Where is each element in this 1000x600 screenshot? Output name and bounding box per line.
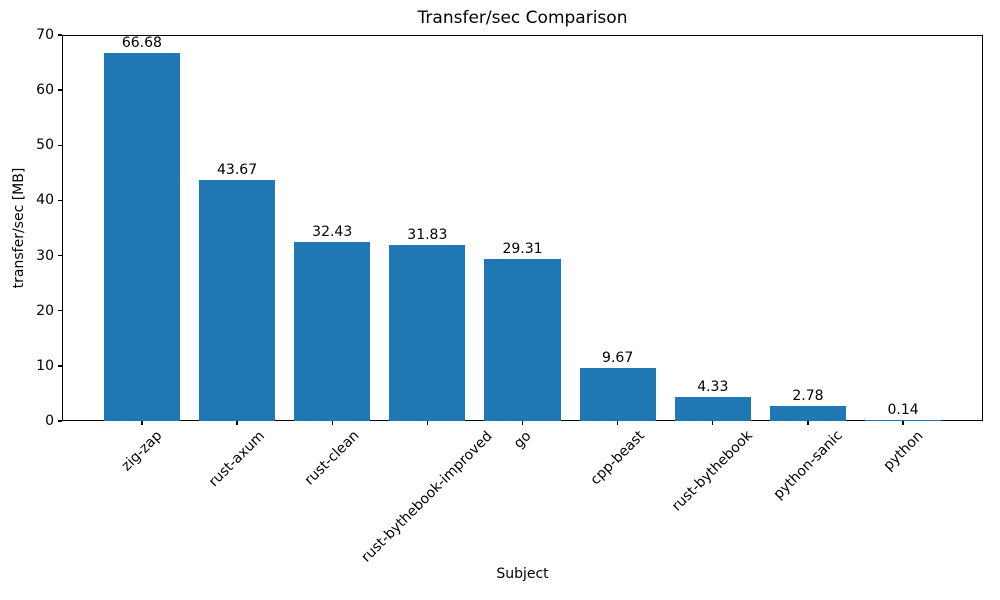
x-axis-tick xyxy=(521,421,524,425)
x-axis-tick xyxy=(236,421,238,425)
y-axis-tick-label: 0 xyxy=(45,413,54,429)
bar xyxy=(579,367,656,421)
bar-value-label: 4.33 xyxy=(697,379,729,396)
y-axis-tick xyxy=(58,420,62,422)
chart-title: Transfer/sec Comparison xyxy=(417,8,628,28)
x-axis-tick-label: rust-clean xyxy=(301,427,363,489)
x-axis-tick-label: rust-axum xyxy=(205,428,269,491)
x-axis-tick xyxy=(712,421,714,425)
x-axis-tick xyxy=(141,421,143,425)
bar-value-label: 0.14 xyxy=(887,402,919,419)
y-axis-tick-label: 20 xyxy=(36,302,54,319)
y-axis-tick-label: 10 xyxy=(36,357,54,374)
y-axis-tick xyxy=(58,365,62,367)
y-axis-tick xyxy=(58,34,62,36)
bar-value-label: 2.78 xyxy=(792,387,824,404)
x-axis-tick-label: python-sanic xyxy=(770,427,846,504)
y-axis-tick-label: 70 xyxy=(36,27,54,43)
x-axis-tick-label: go xyxy=(510,427,535,452)
x-axis-tick-label: cpp-beast xyxy=(587,427,649,489)
y-axis-tick xyxy=(58,144,62,146)
bar xyxy=(484,259,561,421)
x-axis-tick xyxy=(426,421,428,425)
bar xyxy=(199,180,276,421)
bar-value-label: 32.43 xyxy=(312,224,353,241)
y-axis-tick xyxy=(58,310,62,312)
y-axis-tick-label: 40 xyxy=(36,192,54,209)
bar xyxy=(769,405,846,421)
x-axis-tick xyxy=(807,421,809,425)
y-axis-label: transfer/sec [MB] xyxy=(11,167,27,289)
x-axis-tick-label: rust-bythebook-improved xyxy=(358,427,496,566)
x-axis-tick-label: rust-bythebook xyxy=(669,428,757,515)
bar xyxy=(674,397,751,421)
y-axis-tick-label: 50 xyxy=(36,137,54,154)
bar xyxy=(294,242,371,421)
x-axis-tick xyxy=(902,421,904,425)
bar-value-label: 9.67 xyxy=(602,349,634,366)
bar xyxy=(865,420,942,421)
bar-value-label: 66.68 xyxy=(121,35,162,52)
y-axis-tick xyxy=(58,254,62,257)
x-axis-label: Subject xyxy=(496,566,549,582)
bar xyxy=(103,53,180,421)
bar xyxy=(389,245,466,421)
y-axis-tick-label: 30 xyxy=(36,247,54,264)
bar-value-label: 43.67 xyxy=(217,162,258,179)
bar-value-label: 29.31 xyxy=(502,241,543,258)
x-axis-tick xyxy=(616,421,619,425)
x-axis-tick-label: zig-zap xyxy=(118,427,166,475)
x-axis-tick xyxy=(331,421,333,425)
bar-value-label: 31.83 xyxy=(407,227,448,244)
y-axis-tick xyxy=(58,199,62,202)
y-axis-tick xyxy=(58,89,62,91)
y-axis-tick-label: 60 xyxy=(36,82,54,99)
x-axis-tick-label: python xyxy=(880,427,927,474)
